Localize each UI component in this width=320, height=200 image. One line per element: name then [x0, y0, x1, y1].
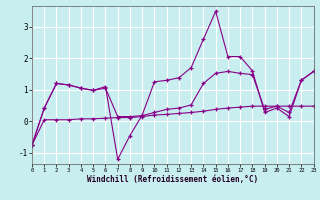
X-axis label: Windchill (Refroidissement éolien,°C): Windchill (Refroidissement éolien,°C) [87, 175, 258, 184]
